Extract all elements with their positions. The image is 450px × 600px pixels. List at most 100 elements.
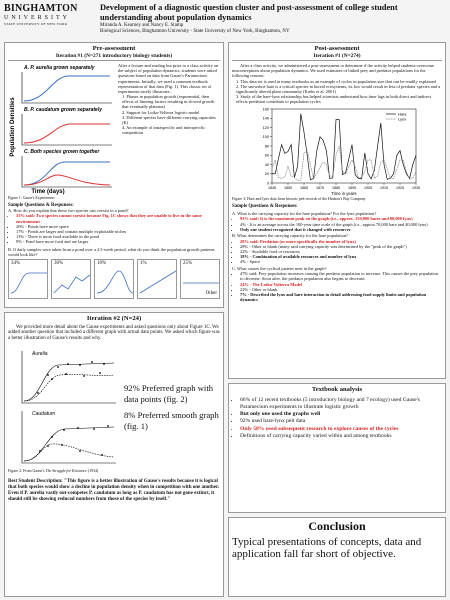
logo-tag: STATE UNIVERSITY OF NEW YORK xyxy=(4,21,68,26)
pre-text: After a lecture and reading but prior to… xyxy=(118,63,220,201)
y-tick-label: 60 xyxy=(265,154,269,158)
point-list: 1. Phases in population growth (exponent… xyxy=(118,94,220,136)
conclusion-text: Typical presentations of concepts, data … xyxy=(232,535,422,561)
choice-graph xyxy=(53,274,91,294)
section-subheading: Iteration #1 (N=274) xyxy=(232,53,442,61)
choice-other: Other xyxy=(205,291,217,297)
figure-3-chart: 0 20 40 60 80 100 120 140 160 1845 1855 1865 1875 188… xyxy=(263,108,420,197)
x-tick-label: 1925 xyxy=(396,186,404,190)
response: 28% said: Predation (or more specificall… xyxy=(240,239,442,244)
question: C. What causes the cyclical pattern seen… xyxy=(232,266,327,272)
x-axis-label: Time (days) xyxy=(31,189,64,195)
curve xyxy=(53,274,91,294)
legend-label: Lynx xyxy=(398,117,406,122)
choice-label: 30% xyxy=(54,260,64,266)
response: 28% - Other or blank (many said carrying… xyxy=(240,244,442,249)
response: 13% - There is more food available in th… xyxy=(16,234,220,239)
response: 18% - Combination of available resources… xyxy=(240,254,442,259)
response: 22% - Other or blank xyxy=(240,287,442,292)
y-tick-label: 0 xyxy=(267,182,269,186)
panel-c: C. Both species grown together xyxy=(21,149,112,188)
response: But only one used the graphs well xyxy=(240,411,442,418)
x-tick-label: 1915 xyxy=(380,186,388,190)
x-tick-label: 1875 xyxy=(316,186,324,190)
response: 7% - Described the lynx and hare interac… xyxy=(240,292,442,302)
pre-assessment-panel: Pre-assessment Iteration #1 (N=271 intro… xyxy=(4,42,224,308)
logo-sub: UNIVERSITY xyxy=(4,14,70,21)
panel-caudatum: Caudatum xyxy=(21,411,116,464)
paragraph: After a lecture and reading but prior to… xyxy=(118,62,219,94)
curve xyxy=(10,272,47,294)
axes xyxy=(21,155,112,188)
question-list: A. What is the carrying capacity for the… xyxy=(232,211,442,302)
response: 22% - Available food or resources xyxy=(240,249,442,254)
panel-title: A. P. aurelia grown separately xyxy=(23,65,95,71)
caption-text: Figure 2: From Gause's xyxy=(8,469,46,474)
series-line xyxy=(271,146,417,182)
choice-graph xyxy=(10,272,47,294)
textbook-list: 66% of 12 recent textbooks (5 introducto… xyxy=(232,397,442,441)
choice-label: 1% xyxy=(140,260,147,266)
figure-2-graphic: Aurelia Caudatum xyxy=(21,351,116,464)
response-list: 28% said: Predation (or more specificall… xyxy=(232,239,442,265)
conclusion-panel: Conclusion Typical presentations of conc… xyxy=(228,517,446,597)
figure-1-graphic: Population Densities A. P. aurelia grown… xyxy=(10,65,112,195)
points xyxy=(39,425,109,457)
panel-aurelia: Aurelia xyxy=(21,351,116,404)
result: 8% Preferred smooth graph (fig. 1) xyxy=(124,410,219,431)
series-line xyxy=(272,114,417,181)
paragraph: After a class activity, we administered … xyxy=(232,62,434,79)
question: A. What is the carrying capacity for the… xyxy=(232,211,377,217)
section-subheading: Iteration #1 (N=271 introductory biology… xyxy=(8,53,220,61)
caption-title: The Struggle for Existence xyxy=(45,469,87,474)
response: 47% said: Prey population increases caus… xyxy=(240,271,442,281)
points xyxy=(37,361,105,395)
response: 66% of 12 recent textbooks (5 introducto… xyxy=(240,397,442,412)
affiliation: Biological Sciences, Binghamton Universi… xyxy=(100,29,290,35)
section-heading: Textbook analysis xyxy=(311,386,363,393)
iteration-2-panel: Iteration #2 (N=24) We provided more det… xyxy=(4,312,224,597)
question: A. How do you explain that these two spe… xyxy=(8,208,129,214)
curve xyxy=(23,443,115,462)
axes xyxy=(21,411,116,464)
y-tick-label: 80 xyxy=(265,145,269,149)
questions-heading: Sample Questions & Responses: xyxy=(8,202,74,208)
x-tick-label: 1845 xyxy=(268,186,276,190)
section-heading: Iteration #2 (N=24) xyxy=(86,315,142,322)
curve xyxy=(23,123,110,144)
y-tick-label: 140 xyxy=(263,117,269,121)
result: 92% Preferred graph with data points (fi… xyxy=(124,382,214,404)
figure-caption: Figure 3: Hare and lynx data from histor… xyxy=(232,197,366,202)
panel-title: Aurelia xyxy=(31,351,48,357)
figure-caption: Figure 2: From Gause's The Struggle for … xyxy=(8,469,220,474)
response: 9% - Pond have more food and are larger xyxy=(16,239,220,244)
curve xyxy=(23,174,111,186)
figure-1: Population Densities A. P. aurelia grown… xyxy=(8,63,114,201)
curve xyxy=(23,362,115,402)
panel-title: C. Both species grown together xyxy=(24,149,100,155)
panel-title: Caudatum xyxy=(32,411,55,417)
list-item: 4. An example of intraspecific and inter… xyxy=(122,125,206,136)
choice-graph xyxy=(96,270,134,294)
choice-row: 34% 30% 10% 1% 25% Other xyxy=(8,258,220,299)
response: 24% - The Lotka-Volterra Model xyxy=(240,282,442,287)
x-tick-label: 1935 xyxy=(412,186,420,190)
x-tick-label: 1865 xyxy=(300,186,308,190)
axes xyxy=(21,71,112,104)
logo: BINGHAMTON UNIVERSITY STATE UNIVERSITY O… xyxy=(4,3,96,26)
panel-a: A. P. aurelia grown separately xyxy=(21,65,112,104)
question: B. What determines the carrying capacity… xyxy=(232,233,348,239)
y-tick-label: 160 xyxy=(263,108,269,112)
choice: 1% xyxy=(137,258,177,299)
section-heading: Post-assessment xyxy=(314,45,360,52)
logo-name: BINGHAMTON xyxy=(4,3,78,14)
response: 35% said: Two species cannot coexist bec… xyxy=(16,213,220,223)
response: 20% - Ponds have more space xyxy=(16,224,220,229)
best-description: Best Student Description: "This figure i… xyxy=(8,478,219,502)
response: Only 58% used subsequent research to exp… xyxy=(240,426,442,433)
textbook-panel: Textbook analysis 66% of 12 recent textb… xyxy=(228,383,446,513)
panel-b: B. P. caudatum grown separately xyxy=(21,107,112,146)
choice: 34% xyxy=(8,258,48,299)
choice: 30% xyxy=(51,258,91,299)
